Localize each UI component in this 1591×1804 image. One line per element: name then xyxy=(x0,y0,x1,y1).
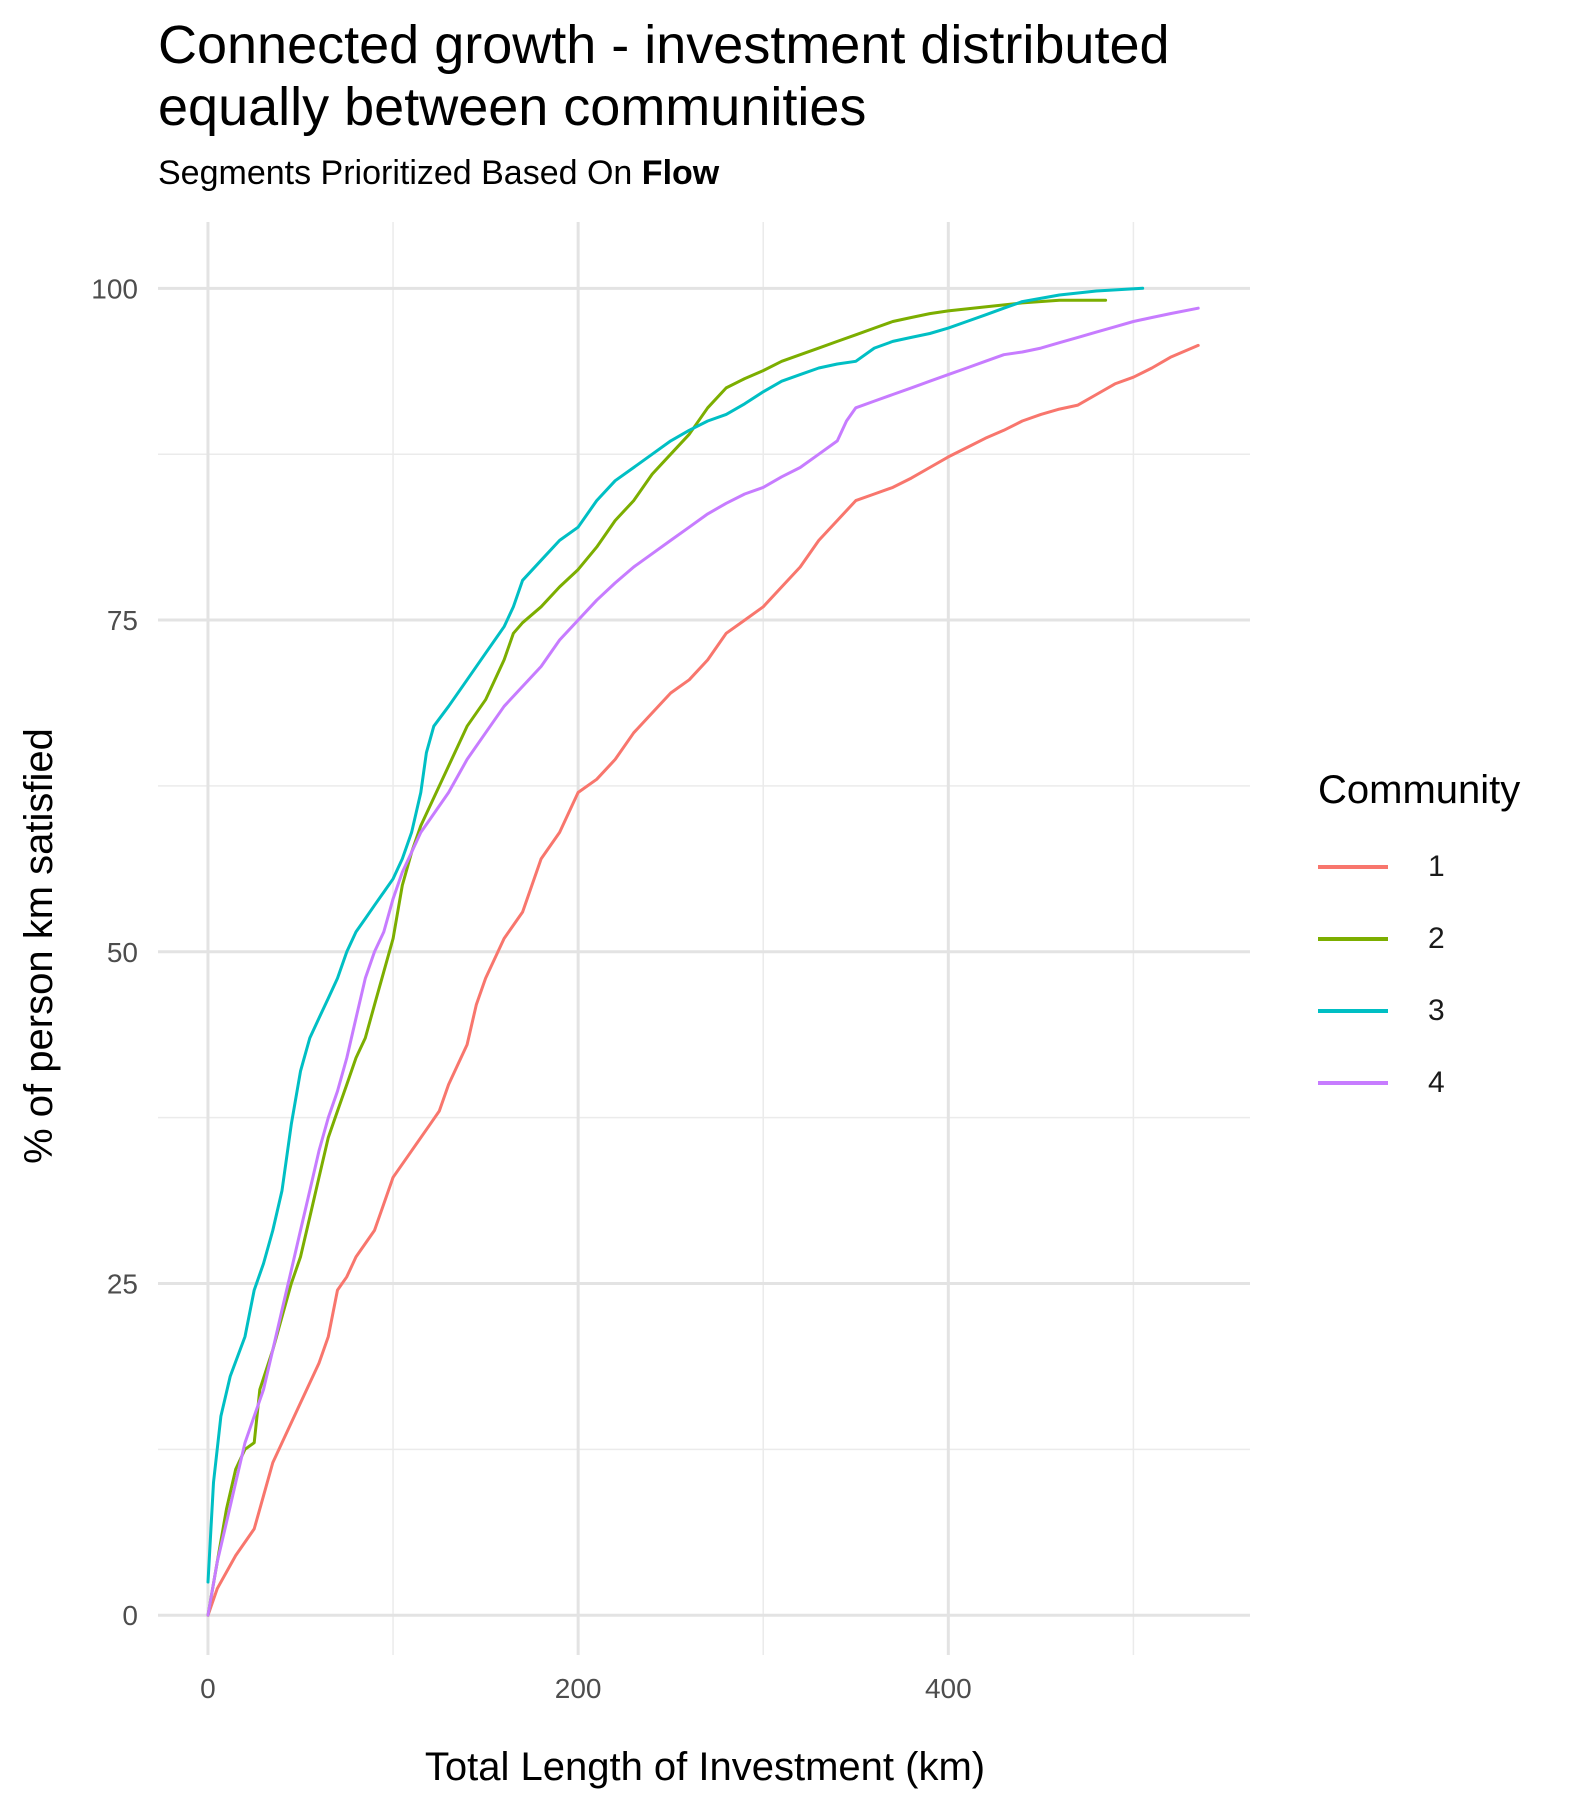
legend-key xyxy=(1318,937,1388,941)
series-line-community-3 xyxy=(206,286,1145,1584)
legend-item-community-1: 1 xyxy=(1318,831,1520,903)
y-tick-label: 25 xyxy=(107,1268,138,1299)
series-line-community-2 xyxy=(206,298,1108,1617)
legend-label: 2 xyxy=(1428,922,1445,955)
x-tick-label: 200 xyxy=(555,1673,602,1704)
legend-label: 1 xyxy=(1428,850,1445,883)
y-tick-label: 100 xyxy=(91,273,138,304)
series-layer xyxy=(206,286,1200,1617)
x-axis-title: Total Length of Investment (km) xyxy=(425,1745,985,1789)
series-line-community-1 xyxy=(206,343,1200,1617)
y-tick-label: 75 xyxy=(107,605,138,636)
grid xyxy=(158,222,1250,1655)
series-line-community-4 xyxy=(206,306,1200,1617)
legend: Community 1 2 3 4 xyxy=(1318,768,1520,1119)
legend-items: 1 2 3 4 xyxy=(1318,831,1520,1119)
chart-title-line-2: equally between communities xyxy=(158,77,867,137)
subtitle-prefix: Segments Prioritized Based On xyxy=(158,154,642,192)
chart-title-line-1: Connected growth - investment distribute… xyxy=(158,15,1170,75)
legend-key xyxy=(1318,1009,1388,1013)
legend-key xyxy=(1318,1081,1388,1085)
legend-label: 4 xyxy=(1428,1066,1445,1099)
x-tick-label: 400 xyxy=(925,1673,972,1704)
legend-item-community-2: 2 xyxy=(1318,903,1520,975)
legend-item-community-4: 4 xyxy=(1318,1047,1520,1119)
subtitle-bold: Flow xyxy=(641,154,720,192)
legend-item-community-3: 3 xyxy=(1318,975,1520,1047)
legend-title: Community xyxy=(1318,768,1521,812)
tick-labels: 0 200 400 0 25 50 75 100 xyxy=(91,273,971,1704)
legend-label: 3 xyxy=(1428,994,1445,1027)
y-tick-label: 50 xyxy=(107,937,138,968)
chart-title: Connected growth - investment distribute… xyxy=(158,14,1170,138)
chart-subtitle: Segments Prioritized Based On Flow xyxy=(158,154,719,193)
x-tick-label: 0 xyxy=(200,1673,216,1704)
y-tick-label: 0 xyxy=(122,1600,138,1631)
legend-key xyxy=(1318,865,1388,869)
y-axis-title: % of person km satisfied xyxy=(17,728,61,1164)
